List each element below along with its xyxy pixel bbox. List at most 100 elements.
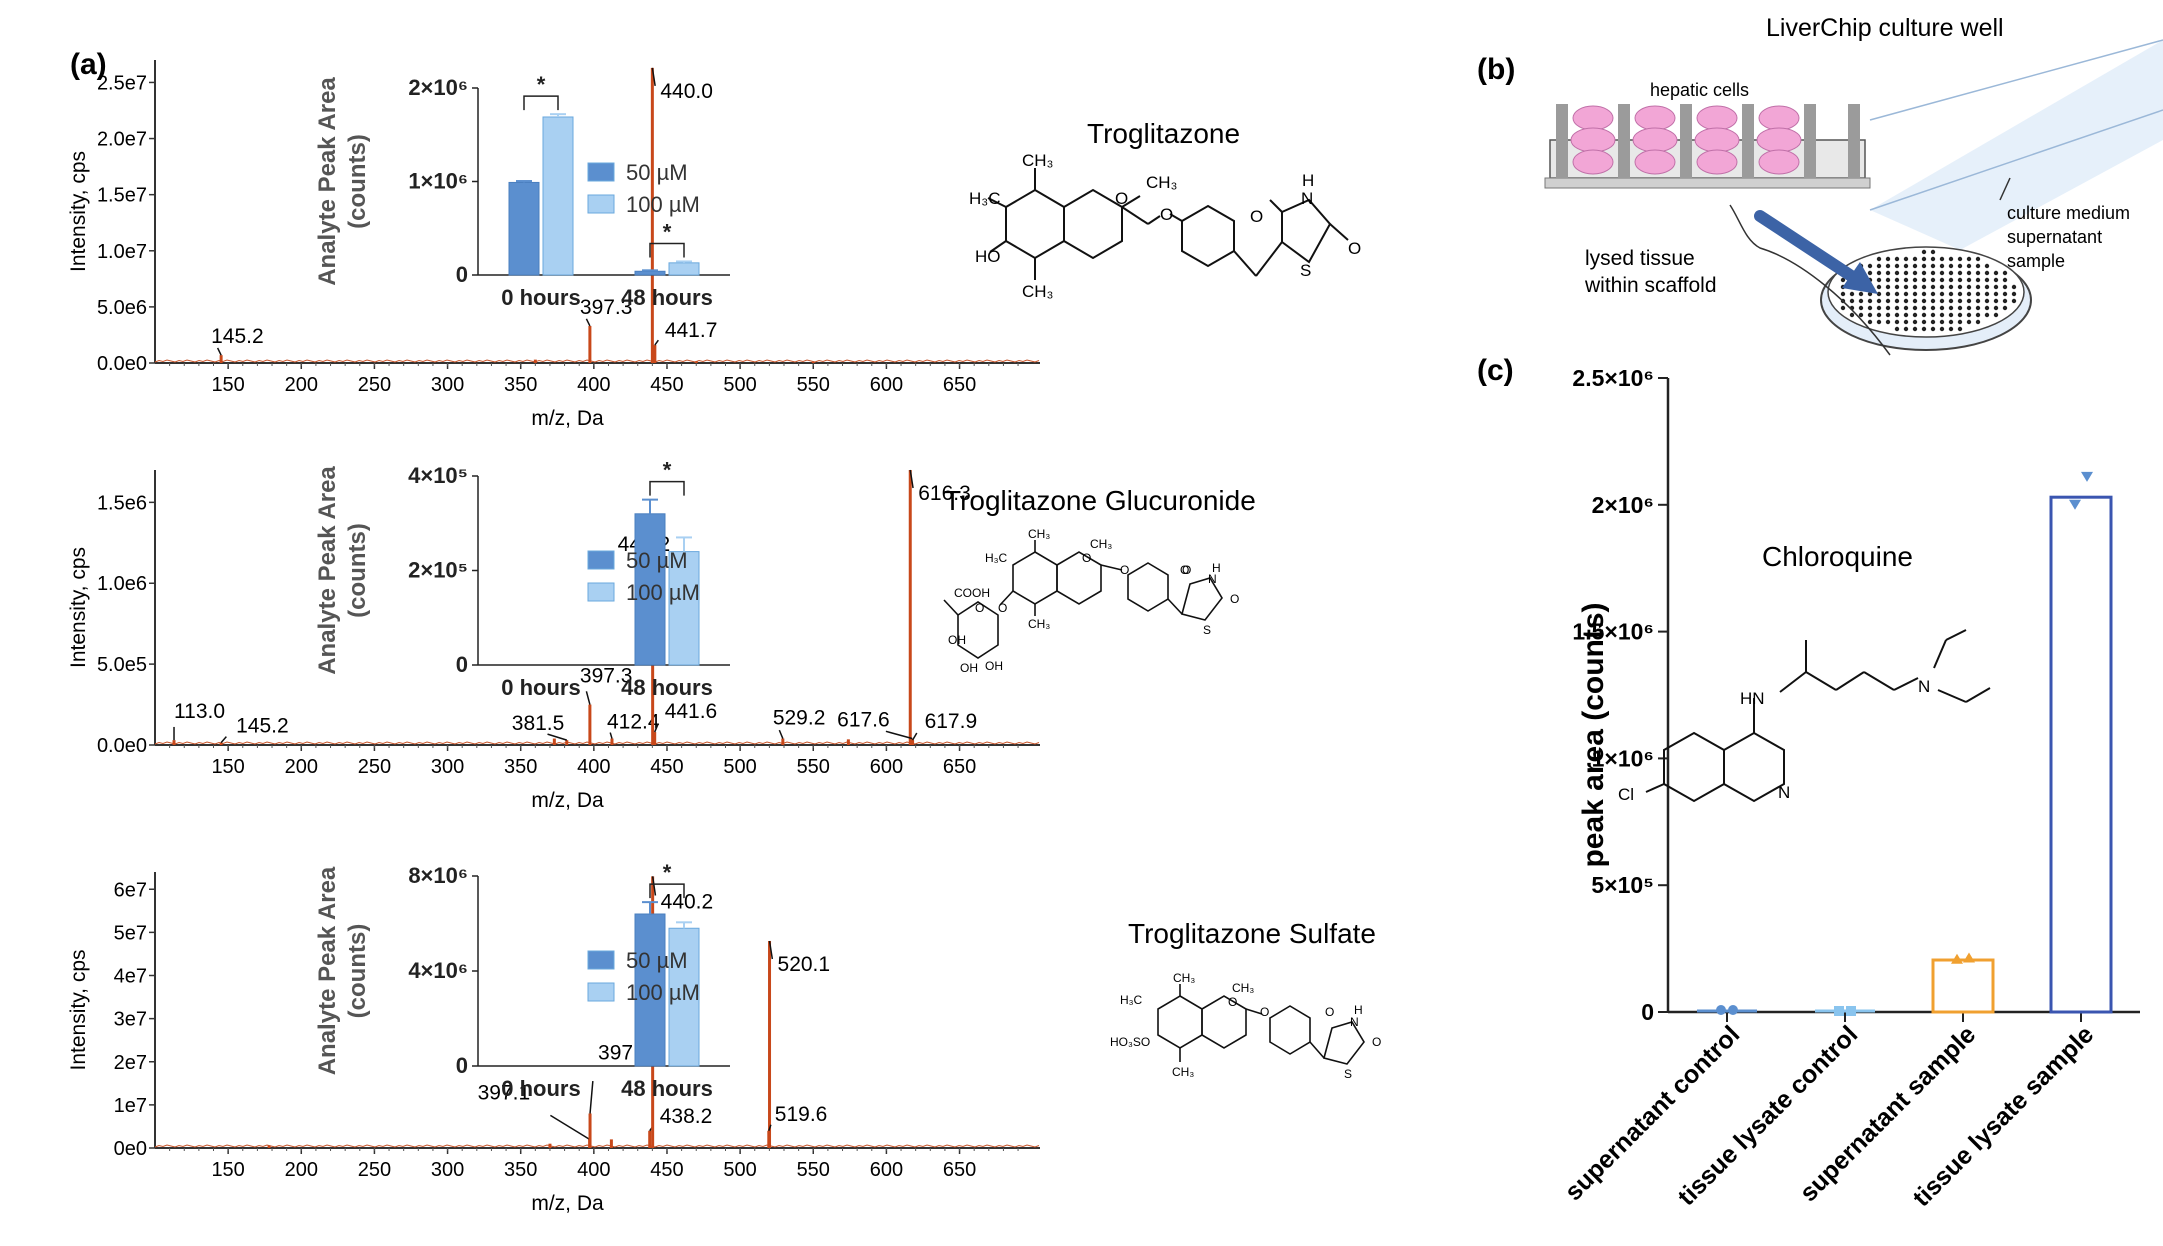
svg-text:H: H (1354, 1003, 1363, 1017)
c-data-point (1951, 953, 1963, 964)
y-tick-label: 1.0e6 (97, 573, 147, 595)
x-tick-label: 200 (285, 756, 318, 778)
scaffold-dot (1966, 277, 1972, 283)
x-tick-label: 400 (577, 1159, 610, 1181)
x-tick-label: 650 (943, 1159, 976, 1181)
legend-swatch (587, 162, 615, 182)
svg-text:O: O (1325, 1005, 1334, 1019)
peak-label: 519.6 (775, 1103, 828, 1126)
x-tick-label: 500 (723, 374, 756, 396)
scaffold-dot (1867, 270, 1873, 276)
svg-text:HO: HO (975, 247, 1001, 266)
y-tick-label: 3e7 (114, 1009, 147, 1031)
c-data-point (2081, 471, 2093, 482)
scaffold-dot (1966, 263, 1972, 269)
scaffold-dot (1840, 305, 1846, 311)
scaffold-dot (1948, 263, 1954, 269)
scaffold-dot (1903, 312, 1909, 318)
inset-y-title: (counts) (344, 924, 371, 1019)
scaffold-dot (1975, 298, 1981, 304)
svg-text:N: N (1918, 677, 1930, 696)
inset-glucuronide: 0 2×10⁵ 4×10⁵ Analyte Peak Area (counts) 0 ho… (314, 458, 730, 700)
scaffold-dot (1939, 277, 1945, 283)
scaffold-dot (1912, 312, 1918, 318)
scaffold-dot (2002, 284, 2008, 290)
inset-y-title: Analyte Peak Area (314, 466, 341, 675)
scaffold-dot (1939, 256, 1945, 262)
x-axis-title: m/z, Da (531, 407, 604, 430)
legend-label: 50 µM (626, 548, 688, 573)
structure-chloroquine-labels: HN N Cl N (1618, 677, 1930, 804)
c-data-point (1716, 1005, 1726, 1015)
x-tick-label: 150 (211, 374, 244, 396)
c-data-point (1728, 1005, 1738, 1015)
compound-title-glucuronide: Troglitazone Glucuronide (944, 485, 1256, 516)
x-tick-label: 150 (211, 1159, 244, 1181)
scaffold-dot (1885, 256, 1891, 262)
x-tick-label: 500 (723, 756, 756, 778)
x-tick-label: 400 (577, 374, 610, 396)
peak-label: 529.2 (773, 707, 826, 730)
y-tick-label: 1e7 (114, 1095, 147, 1117)
x-tick-label: 250 (358, 374, 391, 396)
scaffold-dot (1921, 263, 1927, 269)
inset-category: 48 hours (621, 1076, 713, 1101)
svg-text:O: O (1260, 1005, 1269, 1019)
scaffold-dot (1894, 305, 1900, 311)
scaffold-dot (1957, 277, 1963, 283)
peak-leader (220, 736, 227, 744)
svg-text:sample: sample (2007, 251, 2065, 271)
structure-sulfate-labels: H₃C CH₃ CH₃ O O HO₃SO CH₃ O H N O S (1110, 971, 1381, 1081)
scaffold-dot (1876, 312, 1882, 318)
scaffold-dot (1957, 305, 1963, 311)
scaffold-dot (2002, 270, 2008, 276)
peak-leader (216, 347, 222, 356)
scaffold-dot (1876, 263, 1882, 269)
scaffold-dot (1903, 298, 1909, 304)
scaffold-dot (1957, 263, 1963, 269)
legend-label: 100 µM (626, 580, 700, 605)
scaffold-dot (1885, 305, 1891, 311)
c-data-point (1834, 1006, 1844, 1016)
scaffold-dot (1885, 291, 1891, 297)
scaffold-dot (1867, 263, 1873, 269)
scaffold-dot (1894, 319, 1900, 325)
significance-bracket (523, 95, 559, 111)
scaffold-dot (2011, 291, 2017, 297)
svg-text:HN: HN (1740, 689, 1765, 708)
scaffold-dot (1903, 284, 1909, 290)
structure-troglitazone-labels: H₃C CH₃ CH₃ O O HO CH₃ O N H O S (969, 151, 1361, 301)
inset-bar (508, 181, 540, 276)
y-tick-label: 0.0e0 (97, 735, 147, 757)
peak-leader (885, 730, 913, 740)
peak-leader (654, 723, 659, 733)
y-tick-label: 2e7 (114, 1052, 147, 1074)
scaffold-dot (1939, 319, 1945, 325)
scaffold-dot (1912, 291, 1918, 297)
c-y-tick-label: 5×10⁵ (1591, 872, 1654, 898)
peak-leader (768, 1124, 772, 1131)
spectrum-troglitazone: 150 200 250 300 350 400 450 500 550 600 650 0.0e0 5.… (67, 60, 1040, 430)
scaffold-dot (1912, 270, 1918, 276)
scaffold-dot (1930, 277, 1936, 283)
scaffold-dot (1975, 291, 1981, 297)
y-tick-label: 5e7 (114, 922, 147, 944)
significance-star: * (663, 458, 672, 483)
structure-sulfate (1157, 984, 1365, 1065)
legend-swatch (587, 194, 615, 214)
svg-text:OH: OH (960, 661, 978, 675)
inset-y-tick-label: 0 (456, 1053, 468, 1078)
scaffold-dot (1957, 291, 1963, 297)
scaffold-dot (2002, 298, 2008, 304)
c-y-title: peak area (counts) (1577, 602, 1610, 867)
scaffold-dot (1921, 312, 1927, 318)
c-data-point (1963, 952, 1975, 963)
inset-y-tick-label: 8×10⁶ (408, 863, 468, 888)
x-tick-label: 450 (650, 374, 683, 396)
peak-leader (585, 318, 591, 327)
peak-label: 440.2 (661, 890, 714, 913)
peak-label: 440.0 (660, 80, 713, 103)
svg-text:OH: OH (948, 633, 966, 647)
inset-category: 0 hours (501, 675, 580, 700)
